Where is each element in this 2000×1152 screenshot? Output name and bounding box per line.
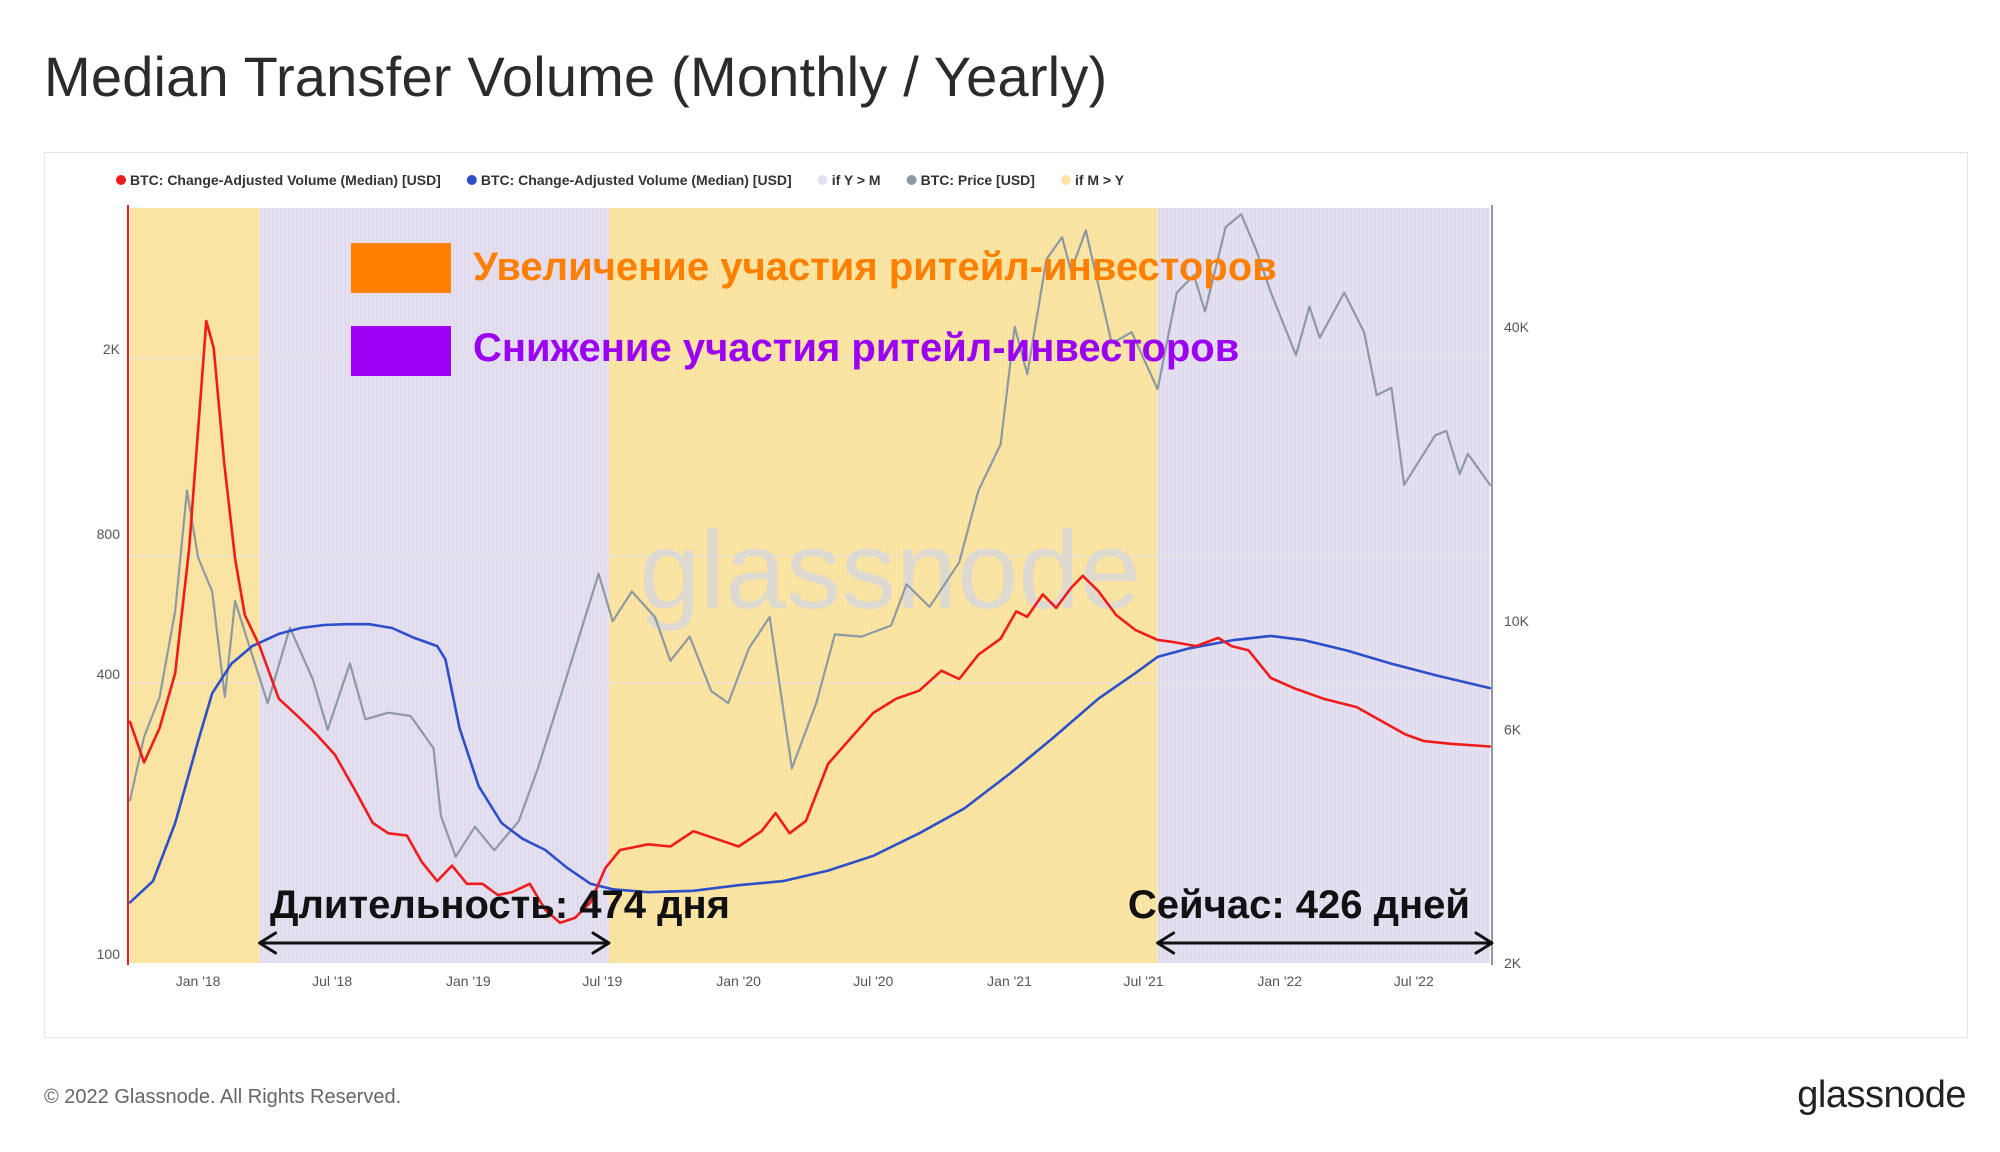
legend-marker-4 bbox=[1060, 175, 1071, 185]
region-0 bbox=[130, 208, 260, 963]
annotation-increase-label: Увеличение участия ритейл-инвесторов bbox=[473, 245, 1277, 289]
brand-logo: glassnode bbox=[1797, 1074, 1966, 1116]
y-right-tick-label: 40K bbox=[1504, 319, 1530, 335]
y-left-tick-label: 100 bbox=[97, 946, 121, 962]
x-tick-label: Jan '18 bbox=[176, 973, 221, 989]
region-hatch-0 bbox=[131, 208, 257, 963]
x-tick-label: Jan '22 bbox=[1257, 973, 1302, 989]
y-right-tick-label: 10K bbox=[1504, 613, 1530, 629]
duration-arrow-head-right bbox=[591, 931, 611, 955]
legend-label-2: if Y > M bbox=[832, 172, 881, 188]
now-label: Сейчас: 426 дней bbox=[1128, 883, 1470, 927]
legend-marker-0 bbox=[116, 175, 126, 185]
x-tick-label: Jul '18 bbox=[312, 973, 352, 989]
legend: BTC: Change-Adjusted Volume (Median) [US… bbox=[116, 172, 1125, 188]
now-arrow-head-left bbox=[1156, 931, 1176, 955]
legend-marker-2 bbox=[817, 175, 828, 185]
legend-label-4: if M > Y bbox=[1075, 172, 1125, 188]
duration-label: Длительность: 474 дня bbox=[270, 883, 730, 927]
annotations: Увеличение участия ритейл-инвесторов Сниж… bbox=[258, 243, 1494, 955]
legend-marker-3 bbox=[906, 175, 917, 185]
page-title: Median Transfer Volume (Monthly / Yearly… bbox=[44, 45, 1108, 108]
x-tick-label: Jan '19 bbox=[446, 973, 491, 989]
region-hatch-1 bbox=[261, 208, 606, 963]
x-tick-label: Jan '21 bbox=[987, 973, 1032, 989]
x-tick-label: Jul '19 bbox=[582, 973, 622, 989]
y-left-tick-label: 400 bbox=[97, 666, 121, 682]
chart-svg: glassnode 100 400 800 2K 2K 6K 10K 40K Jan '18 Ju… bbox=[97, 172, 1530, 989]
axes: 100 400 800 2K 2K 6K 10K 40K Jan '18 Jul '18 Jan '… bbox=[97, 205, 1530, 989]
x-tick-label: Jul '22 bbox=[1394, 973, 1434, 989]
legend-label-1: BTC: Change-Adjusted Volume (Median) [US… bbox=[481, 172, 792, 188]
x-tick-label: Jul '20 bbox=[853, 973, 893, 989]
orange-swatch bbox=[351, 243, 451, 293]
legend-marker-1 bbox=[466, 175, 477, 185]
region-1 bbox=[259, 208, 609, 963]
region-hatch-2 bbox=[610, 208, 1156, 963]
annotation-decrease-label: Снижение участия ритейл-инвесторов bbox=[473, 326, 1239, 370]
purple-swatch bbox=[351, 326, 451, 376]
region-hatch-3 bbox=[1159, 208, 1488, 963]
now-arrow-head-right bbox=[1474, 931, 1494, 955]
y-right-tick-label: 6K bbox=[1504, 722, 1522, 738]
series-line-0 bbox=[128, 319, 1492, 925]
duration-arrow-head-left bbox=[258, 931, 278, 955]
series-lines bbox=[128, 213, 1492, 925]
x-tick-label: Jan '20 bbox=[716, 973, 761, 989]
y-left-tick-label: 2K bbox=[103, 341, 121, 357]
series-line-2 bbox=[128, 213, 1492, 858]
region-hatching bbox=[131, 208, 1488, 963]
series-line-1 bbox=[128, 622, 1492, 904]
legend-label-3: BTC: Price [USD] bbox=[921, 172, 1035, 188]
x-tick-label: Jul '21 bbox=[1124, 973, 1164, 989]
legend-label-0: BTC: Change-Adjusted Volume (Median) [US… bbox=[130, 172, 441, 188]
chart-panel: glassnode 100 400 800 2K 2K 6K 10K 40K Jan '18 Ju… bbox=[44, 152, 1968, 1038]
copyright: © 2022 Glassnode. All Rights Reserved. bbox=[44, 1086, 402, 1108]
y-right-tick-label: 2K bbox=[1504, 955, 1522, 971]
watermark: glassnode bbox=[639, 509, 1141, 632]
y-left-tick-label: 800 bbox=[97, 526, 121, 542]
